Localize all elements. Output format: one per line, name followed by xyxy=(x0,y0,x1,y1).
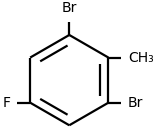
Text: Br: Br xyxy=(128,96,143,110)
Text: CH₃: CH₃ xyxy=(128,51,154,65)
Text: F: F xyxy=(3,96,11,110)
Text: Br: Br xyxy=(62,1,77,15)
